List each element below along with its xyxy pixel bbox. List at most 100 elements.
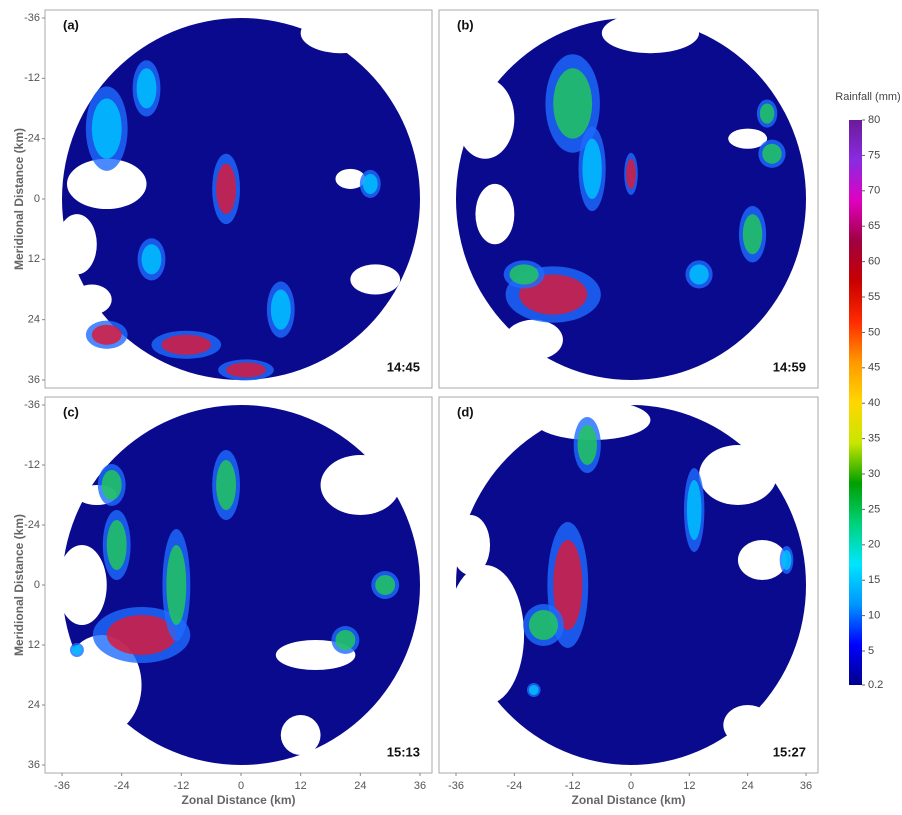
rain-core [529, 610, 558, 640]
panel-label: (d) [457, 404, 474, 419]
rain-core [271, 290, 291, 330]
y-tick-label: -24 [24, 519, 40, 531]
panel: (d) 15:27 -36 -24 -12 0 12 24 36 Zonal Distance (… [439, 397, 818, 807]
y-tick-label: -36 [24, 399, 40, 411]
colorbar-tick-label: 35 [868, 433, 880, 445]
rain-core [102, 470, 122, 500]
y-tick-label: -12 [24, 72, 40, 84]
no-echo [451, 515, 490, 575]
rain-core [92, 98, 122, 158]
panel: (c)15:13-36-12-240122436-36-24-120122436… [12, 397, 432, 807]
colorbar-tick-label: 40 [868, 397, 880, 409]
colorbar-tick-label: 75 [868, 149, 880, 161]
x-tick-label: 0 [628, 780, 634, 792]
panel-label: (a) [63, 17, 79, 32]
rain-core [335, 630, 355, 650]
rain-core [626, 159, 636, 189]
y-tick-label: 0 [34, 193, 40, 205]
no-echo [57, 545, 107, 625]
panel-label: (c) [63, 404, 79, 419]
time-label: 15:13 [387, 744, 420, 759]
no-echo [723, 705, 772, 745]
time-label: 14:45 [387, 359, 420, 374]
y-axis-title: Meridional Distance (km) [12, 514, 26, 656]
colorbar-tick-label: 70 [868, 185, 880, 197]
x-axis-title: Zonal Distance (km) [181, 793, 295, 807]
rain-core [760, 103, 775, 123]
no-echo [738, 540, 787, 580]
radar-field [57, 405, 420, 765]
rain-core [762, 144, 781, 164]
x-tick-label: 36 [800, 780, 812, 792]
rain-core [72, 645, 82, 655]
radar-field [57, 13, 420, 381]
y-tick-label: 12 [28, 253, 40, 265]
y-tick-label: 24 [28, 699, 40, 711]
rain-core [216, 164, 236, 214]
panel-label: (b) [457, 17, 474, 32]
no-echo [699, 445, 777, 505]
y-tick-label: 36 [28, 759, 40, 771]
no-echo [350, 264, 400, 294]
x-tick-label: 36 [414, 780, 426, 792]
rain-core [529, 685, 539, 695]
x-tick-label: -36 [448, 780, 464, 792]
rain-core [137, 68, 157, 108]
x-tick-label: -12 [173, 780, 189, 792]
colorbar-tick-label: 60 [868, 256, 880, 268]
rain-core [142, 244, 162, 274]
colorbar-tick-label: 65 [868, 220, 880, 232]
rain-core [687, 480, 702, 540]
y-axis-title: Meridional Distance (km) [12, 128, 26, 270]
colorbar-tick-label: 20 [868, 539, 880, 551]
x-tick-label: -36 [54, 780, 70, 792]
no-echo [321, 455, 401, 515]
x-tick-label: 0 [238, 780, 244, 792]
colorbar-tick-label: 15 [868, 574, 880, 586]
no-echo [446, 565, 524, 705]
rain-core [578, 425, 597, 465]
x-tick-label: -24 [506, 780, 522, 792]
x-axis-title: Zonal Distance (km) [571, 793, 685, 807]
x-tick-label: -24 [114, 780, 130, 792]
colorbar-tick-label: 55 [868, 291, 880, 303]
colorbar-tick-label: 10 [868, 610, 880, 622]
rain-core [161, 335, 211, 355]
y-tick-label: 0 [34, 579, 40, 591]
colorbar-tick-label: 50 [868, 326, 880, 338]
time-label: 15:27 [773, 744, 806, 759]
rain-core [216, 460, 236, 510]
y-tick-label: 36 [28, 374, 40, 386]
rain-core [582, 139, 601, 199]
panel: (b) 14:59 [439, 10, 818, 388]
radar-field [456, 13, 806, 380]
rain-core [107, 520, 127, 570]
rain-core [509, 264, 538, 284]
colorbar-tick-label: 5 [868, 645, 874, 657]
no-echo [281, 715, 321, 755]
no-echo [602, 13, 699, 53]
no-echo [72, 284, 112, 314]
rain-core [226, 362, 266, 377]
colorbar-tick-label: 45 [868, 362, 880, 374]
rain-core [363, 174, 378, 194]
x-tick-label: 24 [742, 780, 754, 792]
x-tick-label: -12 [565, 780, 581, 792]
colorbar-tick-label: 0.2 [868, 679, 883, 691]
no-echo [475, 184, 514, 244]
rain-core [689, 264, 708, 284]
colorbar-tick-label: 30 [868, 468, 880, 480]
colorbar-tick-label: 25 [868, 503, 880, 515]
y-tick-label: -24 [24, 133, 40, 145]
y-tick-label: -12 [24, 459, 40, 471]
y-tick-label: -36 [24, 12, 40, 24]
x-tick-label: 12 [683, 780, 695, 792]
rain-core [166, 545, 186, 625]
rain-core [553, 68, 592, 138]
colorbar-title: Rainfall (mm) [835, 91, 900, 103]
no-echo [456, 78, 514, 158]
colorbar [849, 120, 862, 685]
time-label: 14:59 [773, 359, 806, 374]
rain-core [92, 325, 122, 345]
